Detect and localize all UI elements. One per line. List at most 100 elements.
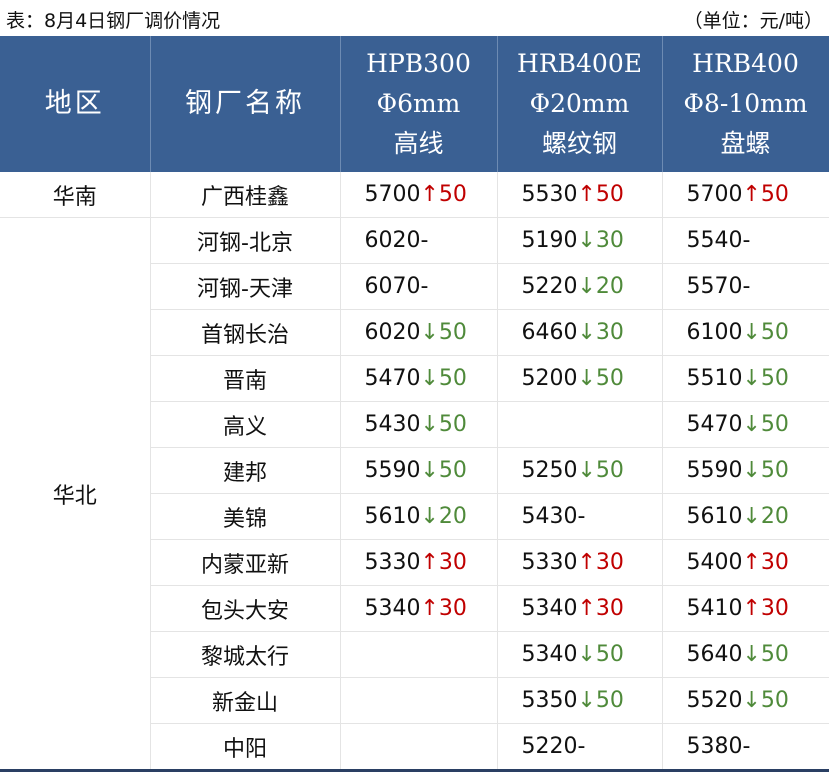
price-value: 5330 <box>521 550 578 575</box>
price-change: - <box>420 228 429 253</box>
price-value: 5590 <box>364 458 421 483</box>
price-change: ↓50 <box>577 642 624 667</box>
table-row: 黎城太行 5340↓50 5640↓50 <box>0 631 829 678</box>
price-cell: 5330↑30 <box>340 539 498 586</box>
mill-name: 内蒙亚新 <box>150 539 341 586</box>
price-value: 5190 <box>521 228 578 253</box>
mill-name: 河钢-天津 <box>150 263 341 310</box>
price-cell: 5350↓50 <box>497 677 663 724</box>
price-value: 5470 <box>686 412 743 437</box>
price-cell: 5540- <box>662 217 829 264</box>
mill-name: 广西桂鑫 <box>150 172 341 218</box>
price-cell: 5200↓50 <box>497 355 663 402</box>
price-cell: 5700↑50 <box>662 172 829 218</box>
price-value: 5340 <box>364 596 421 621</box>
price-value: 6020 <box>364 320 421 345</box>
price-cell: 5610↓20 <box>340 493 498 540</box>
price-value: 5330 <box>364 550 421 575</box>
mill-name: 首钢长治 <box>150 309 341 356</box>
price-cell: 5220↓20 <box>497 263 663 310</box>
table-row: 新金山 5350↓50 5520↓50 <box>0 677 829 724</box>
price-value: 5250 <box>521 458 578 483</box>
price-value: 6460 <box>521 320 578 345</box>
price-table: 地区 钢厂名称 HPB300 Φ6mm 高线 HRB400E Φ20mm 螺纹钢 HRB… <box>0 36 829 772</box>
table-row: 首钢长治 6020↓50 6460↓30 6100↓50 <box>0 309 829 356</box>
table-row: 内蒙亚新 5330↑30 5330↑30 5400↑30 <box>0 539 829 586</box>
price-change: ↓30 <box>577 228 624 253</box>
price-cell: 5340↑30 <box>497 585 663 632</box>
price-cell: 6460↓30 <box>497 309 663 356</box>
price-value: 5350 <box>521 688 578 713</box>
price-value: 5470 <box>364 366 421 391</box>
price-change: ↓50 <box>742 366 789 391</box>
price-value: 5610 <box>364 504 421 529</box>
grade: HRB400E <box>517 49 642 78</box>
table-row: 建邦 5590↓50 5250↓50 5590↓50 <box>0 447 829 494</box>
table-row: 华北 河钢-北京 6020- 5190↓30 5540- <box>0 217 829 772</box>
price-cell: 6100↓50 <box>662 309 829 356</box>
region-cell: 华北 <box>0 217 151 772</box>
price-change: ↓50 <box>420 412 467 437</box>
price-change: ↑30 <box>742 550 789 575</box>
product: 高线 <box>393 129 444 158</box>
header-hpb300: HPB300 Φ6mm 高线 <box>340 36 498 172</box>
price-value: 5700 <box>364 182 421 207</box>
price-change: - <box>742 228 751 253</box>
price-change: - <box>742 274 751 299</box>
price-change: ↓50 <box>742 320 789 345</box>
header-row: 地区 钢厂名称 HPB300 Φ6mm 高线 HRB400E Φ20mm 螺纹钢 HRB… <box>0 36 829 172</box>
price-cell <box>497 401 663 448</box>
price-cell <box>340 631 498 678</box>
price-change: ↑50 <box>577 182 624 207</box>
region-cell: 华南 <box>0 172 151 218</box>
product: 盘螺 <box>720 129 771 158</box>
price-change: ↓50 <box>577 688 624 713</box>
price-cell: 5190↓30 <box>497 217 663 264</box>
price-change: - <box>742 734 751 759</box>
price-cell: 5250↓50 <box>497 447 663 494</box>
table-row: 高义 5430↓50 5470↓50 <box>0 401 829 448</box>
price-value: 5400 <box>686 550 743 575</box>
price-cell: 5330↑30 <box>497 539 663 586</box>
size: Φ20mm <box>529 89 630 118</box>
price-change: ↑30 <box>420 596 467 621</box>
price-value: 5640 <box>686 642 743 667</box>
table-row: 河钢-天津 6070- 5220↓20 5570- <box>0 263 829 310</box>
price-change: - <box>577 504 586 529</box>
price-cell: 5340↑30 <box>340 585 498 632</box>
price-change: ↓50 <box>577 458 624 483</box>
mill-name: 美锦 <box>150 493 341 540</box>
price-cell: 5430↓50 <box>340 401 498 448</box>
price-value: 6070 <box>364 274 421 299</box>
price-cell: 5430- <box>497 493 663 540</box>
table-row: 华南 广西桂鑫 5700↑50 5530↑50 5700↑50 <box>0 172 829 218</box>
header-mill: 钢厂名称 <box>150 36 341 172</box>
size: Φ8-10mm <box>683 89 808 118</box>
mill-name: 新金山 <box>150 677 341 724</box>
price-value: 5520 <box>686 688 743 713</box>
price-change: - <box>577 734 586 759</box>
price-change: ↓30 <box>577 320 624 345</box>
price-value: 5380 <box>686 734 743 759</box>
price-cell: 5520↓50 <box>662 677 829 724</box>
price-value: 5510 <box>686 366 743 391</box>
price-cell: 5610↓20 <box>662 493 829 540</box>
price-value: 5220 <box>521 274 578 299</box>
header-hrb400: HRB400 Φ8-10mm 盘螺 <box>662 36 829 172</box>
price-value: 5200 <box>521 366 578 391</box>
price-cell: 6020↓50 <box>340 309 498 356</box>
grade: HRB400 <box>692 49 799 78</box>
table-row: 包头大安 5340↑30 5340↑30 5410↑30 <box>0 585 829 632</box>
price-cell: 5220- <box>497 723 663 772</box>
price-cell: 5340↓50 <box>497 631 663 678</box>
price-value: 5540 <box>686 228 743 253</box>
price-change: ↓50 <box>742 642 789 667</box>
table-row: 中阳 5220- 5380- <box>0 723 829 772</box>
mill-name: 建邦 <box>150 447 341 494</box>
price-change: ↓50 <box>420 458 467 483</box>
price-value: 5410 <box>686 596 743 621</box>
price-value: 5610 <box>686 504 743 529</box>
price-change: ↑30 <box>577 596 624 621</box>
price-value: 5590 <box>686 458 743 483</box>
price-value: 5700 <box>686 182 743 207</box>
